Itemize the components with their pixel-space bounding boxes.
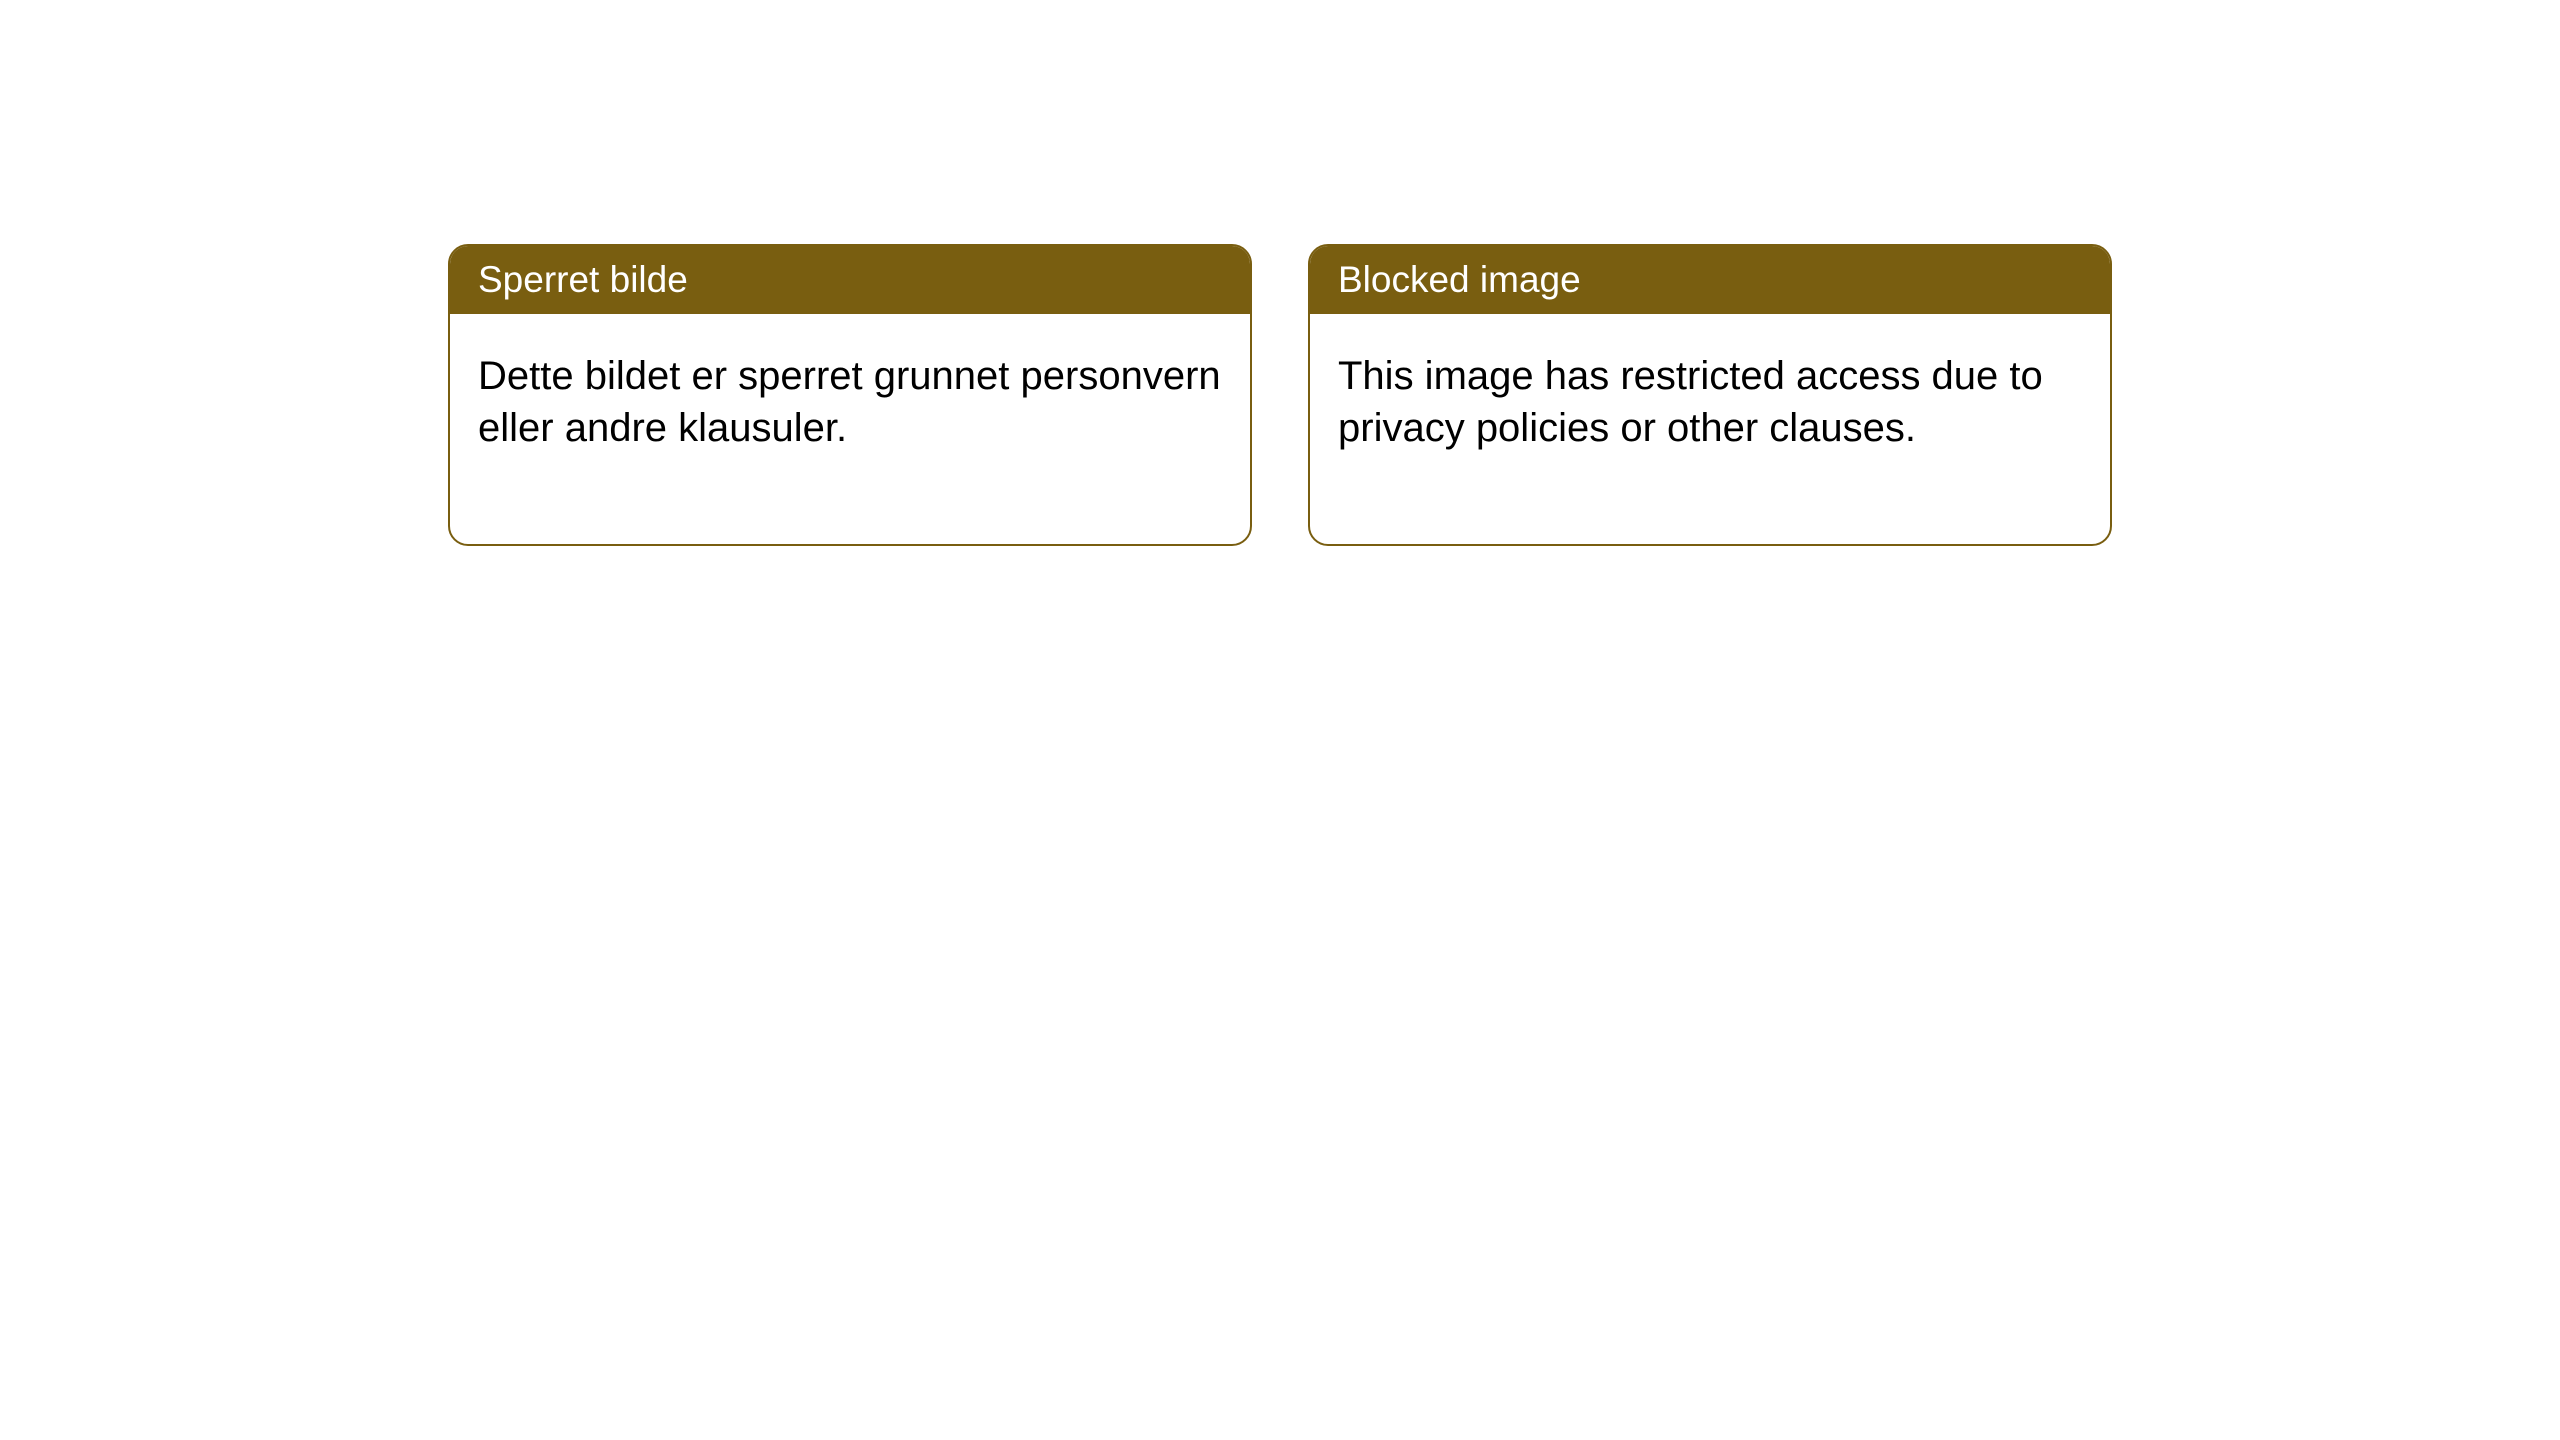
notice-header: Blocked image <box>1310 246 2110 314</box>
notice-body: This image has restricted access due to … <box>1310 314 2110 544</box>
notice-body: Dette bildet er sperret grunnet personve… <box>450 314 1250 544</box>
notice-box-norwegian: Sperret bilde Dette bildet er sperret gr… <box>448 244 1252 546</box>
notice-container: Sperret bilde Dette bildet er sperret gr… <box>448 244 2112 546</box>
notice-box-english: Blocked image This image has restricted … <box>1308 244 2112 546</box>
notice-header: Sperret bilde <box>450 246 1250 314</box>
